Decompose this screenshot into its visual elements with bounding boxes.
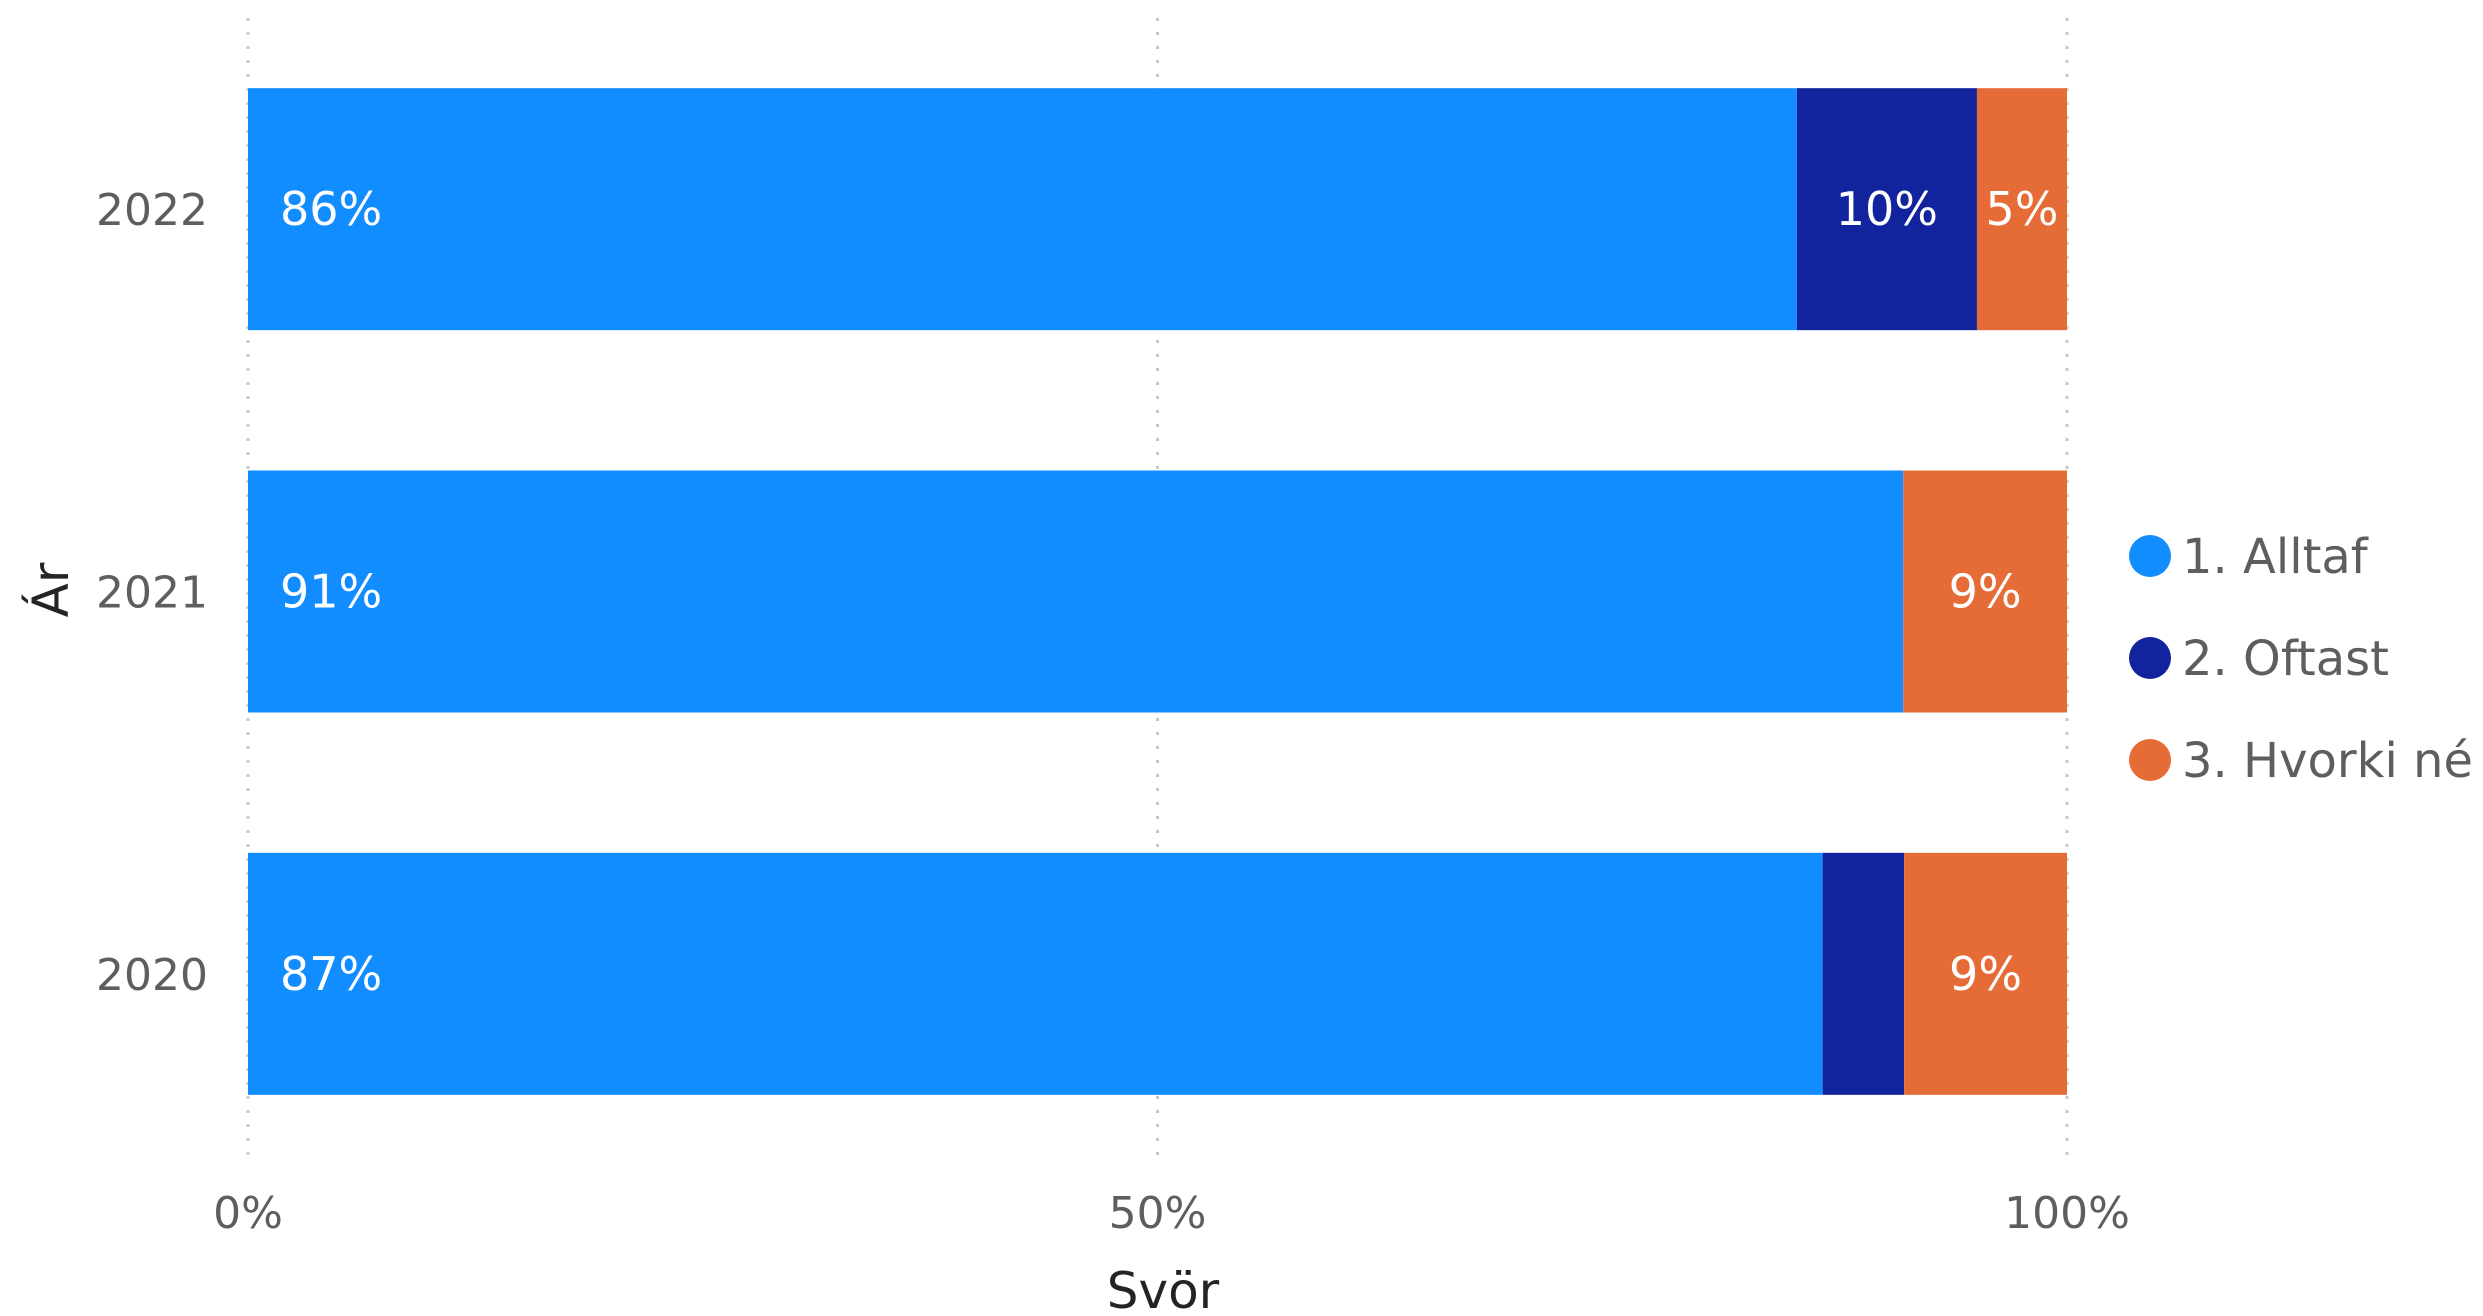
x-tick-label: 0% (213, 1188, 283, 1239)
legend-label: 1. Alltaf (2182, 529, 2369, 585)
data-label: 9% (1949, 947, 2022, 1001)
data-label: 91% (280, 565, 382, 619)
bar-segment[interactable] (1822, 852, 1905, 1095)
legend-item[interactable]: 2. Oftast (2129, 631, 2389, 687)
y-axis-title: Ár (21, 562, 80, 617)
y-axis: 2022 2021 2020 (96, 185, 208, 1001)
bar-segment[interactable] (1796, 88, 1977, 331)
x-axis-title: Svör (1107, 1262, 1220, 1316)
legend-marker (2129, 637, 2171, 679)
x-axis: 0% 50% 100% (213, 1188, 2130, 1239)
y-tick-label: 2022 (96, 185, 208, 236)
data-label: 9% (1949, 565, 2022, 619)
legend-label: 2. Oftast (2182, 631, 2389, 687)
x-tick-label: 50% (1109, 1188, 1207, 1239)
legend-marker (2129, 535, 2171, 577)
legend-item[interactable]: 1. Alltaf (2129, 529, 2369, 585)
legend: 1. Alltaf 2. Oftast 3. Hvorki né (2129, 529, 2473, 789)
bars (248, 88, 2067, 1095)
bar-segment[interactable] (1903, 470, 2067, 713)
data-label: 5% (1985, 182, 2058, 236)
legend-marker (2129, 739, 2171, 781)
data-label: 86% (280, 182, 382, 236)
y-tick-label: 2021 (96, 568, 208, 619)
data-labels: 86% 10% 5% 91% 9% 87% 9% (280, 182, 2058, 1001)
legend-label: 3. Hvorki né (2182, 733, 2473, 789)
y-tick-label: 2020 (96, 950, 208, 1001)
bar-segment[interactable] (1976, 88, 2067, 331)
legend-item[interactable]: 3. Hvorki né (2129, 733, 2473, 789)
data-label: 10% (1836, 182, 1938, 236)
bar-segment[interactable] (248, 852, 1823, 1095)
bar-segment[interactable] (248, 470, 1904, 713)
bar-segment[interactable] (248, 88, 1797, 331)
data-label: 87% (280, 947, 382, 1001)
x-tick-label: 100% (2004, 1188, 2130, 1239)
bar-segment[interactable] (1904, 852, 2067, 1095)
